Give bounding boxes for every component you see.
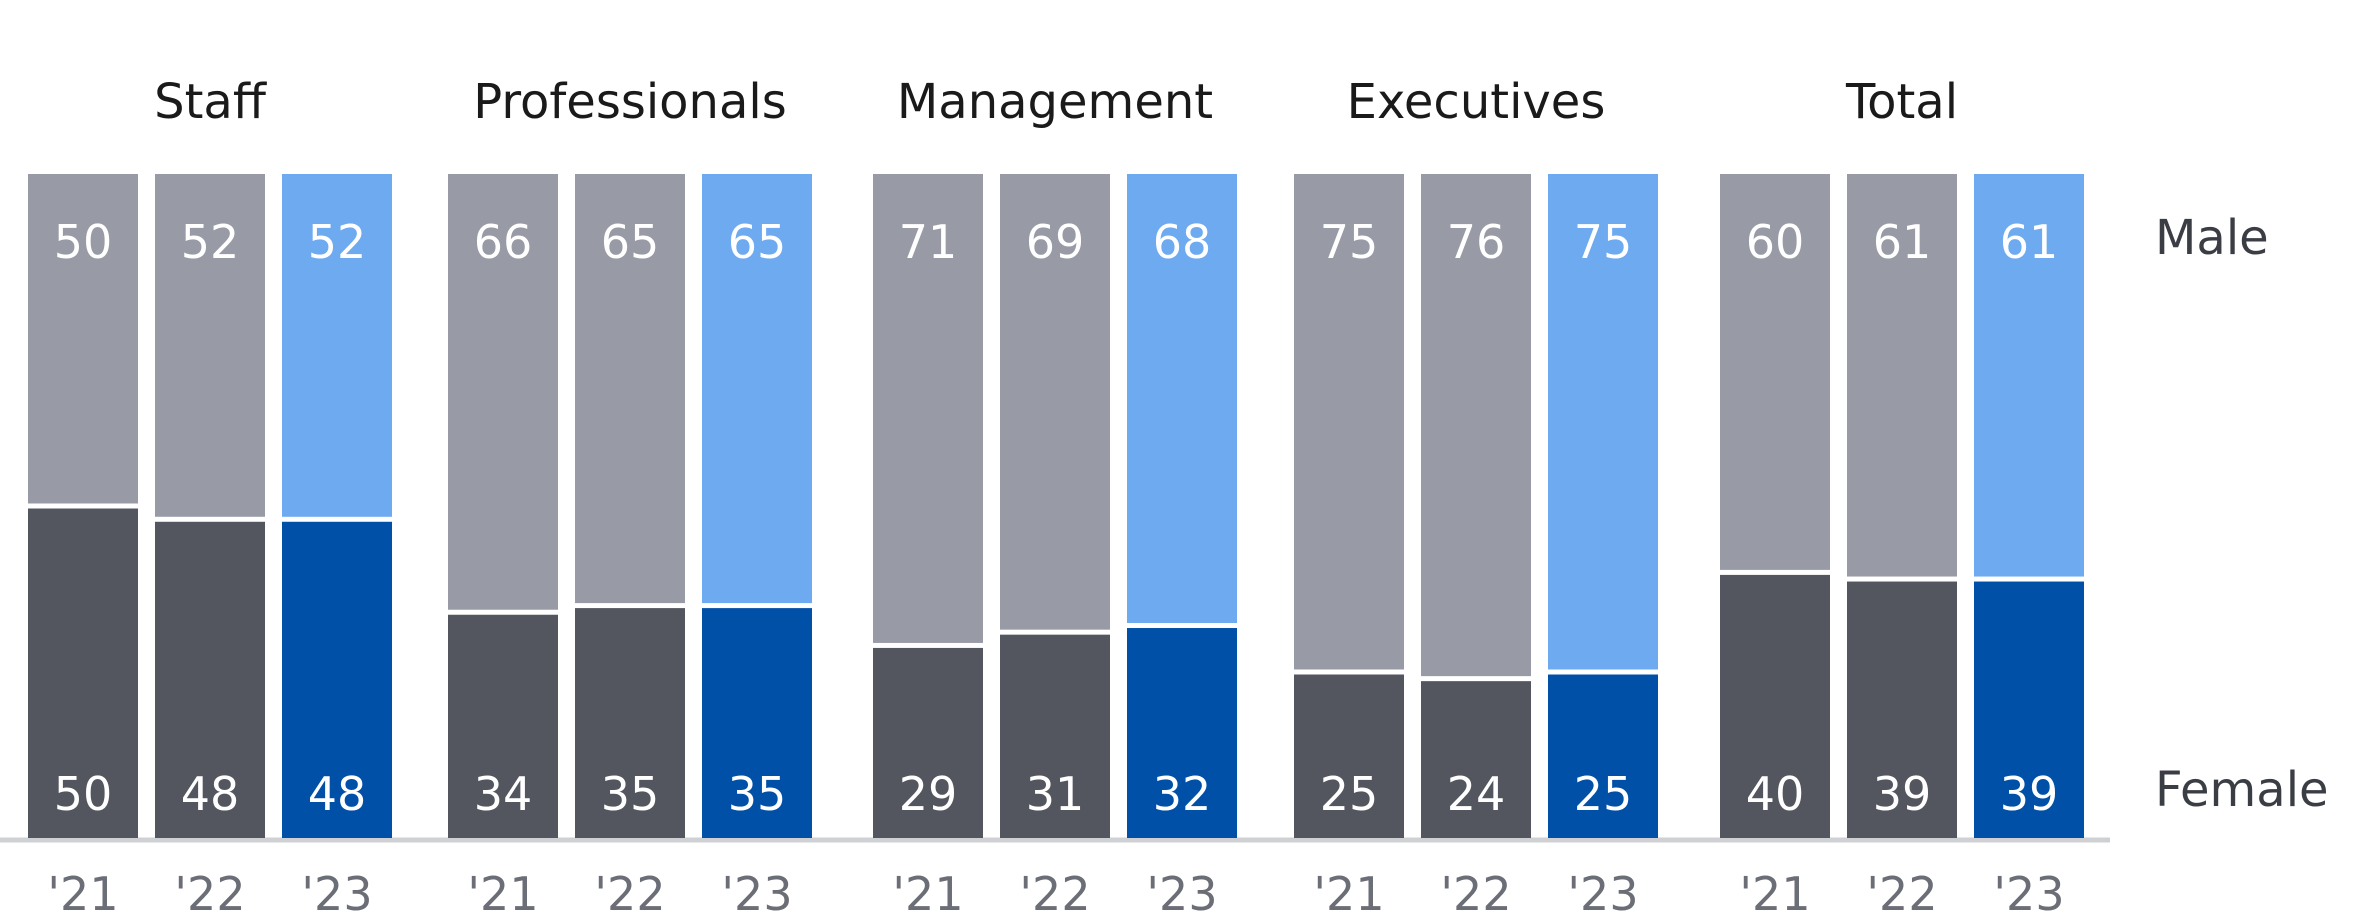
bar-male-management-2 xyxy=(1127,174,1237,624)
data-label-female-management-2: 32 xyxy=(1153,767,1212,821)
tick-label-staff-2: '23 xyxy=(301,867,372,920)
bar-female-executives-0 xyxy=(1294,674,1404,838)
bar-male-executives-0 xyxy=(1294,174,1404,670)
tick-label-management-0: '21 xyxy=(892,867,963,920)
data-label-male-total-1: 61 xyxy=(1873,215,1932,269)
data-label-female-management-1: 31 xyxy=(1026,767,1085,821)
bar-female-professionals-0 xyxy=(448,614,558,838)
bar-female-executives-2 xyxy=(1548,674,1658,838)
tick-label-executives-0: '21 xyxy=(1313,867,1384,920)
bar-male-total-0 xyxy=(1720,174,1830,570)
data-label-female-executives-2: 25 xyxy=(1574,767,1633,821)
bar-female-executives-1 xyxy=(1421,681,1531,838)
tick-label-total-1: '22 xyxy=(1866,867,1937,920)
data-label-male-professionals-2: 65 xyxy=(728,215,787,269)
bar-female-total-1 xyxy=(1847,581,1957,838)
bar-female-total-0 xyxy=(1720,574,1830,838)
data-label-female-professionals-2: 35 xyxy=(728,767,787,821)
tick-label-professionals-2: '23 xyxy=(721,867,792,920)
bar-female-professionals-2 xyxy=(702,608,812,838)
legend-label-male: Male xyxy=(2155,210,2269,266)
bar-male-management-1 xyxy=(1000,174,1110,630)
data-label-female-professionals-0: 34 xyxy=(474,767,533,821)
tick-label-executives-2: '23 xyxy=(1567,867,1638,920)
group-title-management: Management xyxy=(897,74,1213,130)
labels-layer: Staff 50 50 '21 52 48 '22 52 48 '23 Professionals 6… xyxy=(47,74,2064,920)
bar-female-management-0 xyxy=(873,647,983,838)
group-title-staff: Staff xyxy=(154,74,267,130)
bar-female-management-1 xyxy=(1000,634,1110,838)
tick-label-staff-1: '22 xyxy=(174,867,245,920)
data-label-male-management-1: 69 xyxy=(1026,215,1085,269)
data-label-female-management-0: 29 xyxy=(899,767,958,821)
data-label-female-executives-0: 25 xyxy=(1320,767,1379,821)
data-label-male-management-0: 71 xyxy=(899,215,958,269)
bar-male-staff-2 xyxy=(282,174,392,517)
tick-label-professionals-1: '22 xyxy=(594,867,665,920)
bar-male-staff-1 xyxy=(155,174,265,517)
data-label-female-total-0: 40 xyxy=(1746,767,1805,821)
data-label-male-executives-0: 75 xyxy=(1320,215,1379,269)
data-label-male-staff-0: 50 xyxy=(54,215,113,269)
data-label-female-staff-2: 48 xyxy=(308,767,367,821)
tick-label-staff-0: '21 xyxy=(47,867,118,920)
bar-male-professionals-0 xyxy=(448,174,558,610)
tick-label-total-0: '21 xyxy=(1739,867,1810,920)
group-title-professionals: Professionals xyxy=(473,74,786,130)
tick-label-management-1: '22 xyxy=(1019,867,1090,920)
legend-label-female: Female xyxy=(2155,762,2329,818)
data-label-female-staff-1: 48 xyxy=(181,767,240,821)
data-label-male-professionals-0: 66 xyxy=(474,215,533,269)
tick-label-executives-1: '22 xyxy=(1440,867,1511,920)
data-label-female-professionals-1: 35 xyxy=(601,767,660,821)
data-label-male-total-0: 60 xyxy=(1746,215,1805,269)
tick-label-management-2: '23 xyxy=(1146,867,1217,920)
tick-label-total-2: '23 xyxy=(1993,867,2064,920)
bar-male-professionals-1 xyxy=(575,174,685,604)
group-title-total: Total xyxy=(1845,74,1958,130)
data-label-female-total-1: 39 xyxy=(1873,767,1932,821)
data-label-male-total-2: 61 xyxy=(2000,215,2059,269)
tick-label-professionals-0: '21 xyxy=(467,867,538,920)
data-label-male-executives-1: 76 xyxy=(1447,215,1506,269)
group-title-executives: Executives xyxy=(1347,74,1606,130)
bar-female-management-2 xyxy=(1127,628,1237,838)
bar-male-staff-0 xyxy=(28,174,138,504)
bar-female-staff-2 xyxy=(282,521,392,838)
bar-female-staff-1 xyxy=(155,521,265,838)
bar-female-staff-0 xyxy=(28,508,138,838)
bar-female-professionals-1 xyxy=(575,608,685,838)
data-label-female-executives-1: 24 xyxy=(1447,767,1506,821)
bar-male-total-1 xyxy=(1847,174,1957,577)
data-label-male-management-2: 68 xyxy=(1153,215,1212,269)
bar-female-total-2 xyxy=(1974,581,2084,838)
bar-male-executives-2 xyxy=(1548,174,1658,670)
data-label-male-staff-2: 52 xyxy=(308,215,367,269)
bar-male-executives-1 xyxy=(1421,174,1531,677)
data-label-female-total-2: 39 xyxy=(2000,767,2059,821)
data-label-male-executives-2: 75 xyxy=(1574,215,1633,269)
bar-male-total-2 xyxy=(1974,174,2084,577)
bar-male-professionals-2 xyxy=(702,174,812,604)
data-label-male-staff-1: 52 xyxy=(181,215,240,269)
data-label-female-staff-0: 50 xyxy=(54,767,113,821)
data-label-male-professionals-1: 65 xyxy=(601,215,660,269)
bar-male-management-0 xyxy=(873,174,983,643)
bars-layer xyxy=(28,174,2084,838)
